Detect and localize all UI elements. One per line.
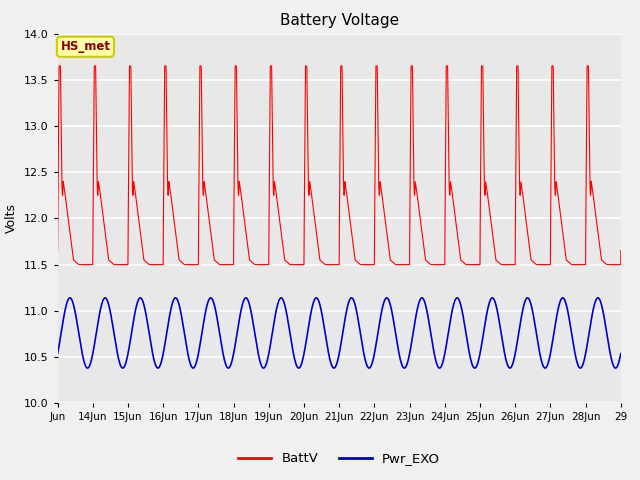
Y-axis label: Volts: Volts	[5, 204, 19, 233]
Title: Battery Voltage: Battery Voltage	[280, 13, 399, 28]
Text: HS_met: HS_met	[60, 40, 111, 53]
Legend: BattV, Pwr_EXO: BattV, Pwr_EXO	[233, 447, 445, 470]
